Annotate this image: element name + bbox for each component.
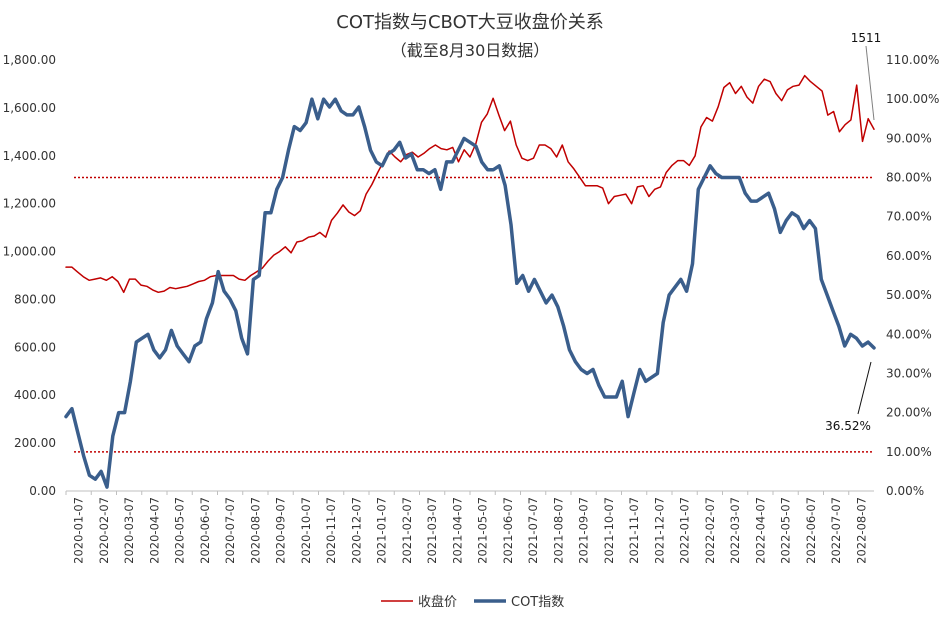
x-tick-label: 2020-04-07 xyxy=(147,497,161,564)
chart-title: COT指数与CBOT大豆收盘价关系 xyxy=(336,12,604,33)
annotation-leader-cot xyxy=(857,361,872,415)
y-right-tick-label: 60.00% xyxy=(886,249,932,263)
x-tick-label: 2021-12-07 xyxy=(652,497,666,564)
y-right-tick-label: 40.00% xyxy=(886,327,932,341)
x-tick-label: 2020-02-07 xyxy=(97,497,111,564)
y-left-tick-label: 1,800.00 xyxy=(3,53,56,67)
y-left-tick-label: 800.00 xyxy=(14,292,56,306)
x-tick-label: 2022-06-07 xyxy=(804,497,818,564)
series-line-cot xyxy=(64,97,876,489)
reference-lines xyxy=(74,176,874,453)
x-tick-label: 2022-08-07 xyxy=(854,497,868,564)
y-left-tick-label: 600.00 xyxy=(14,340,56,354)
legend-label-cot: COT指数 xyxy=(511,595,564,610)
annotation-cot-label: 36.52% xyxy=(825,419,871,433)
x-tick-label: 2020-03-07 xyxy=(122,497,136,564)
legend-label-price: 收盘价 xyxy=(418,594,457,610)
y-right-tick-label: 30.00% xyxy=(886,366,932,380)
y-left-tick-label: 400.00 xyxy=(14,388,56,402)
x-tick-label: 2021-05-07 xyxy=(476,497,490,564)
y-right-tick-label: 110.00% xyxy=(886,53,939,67)
x-tick-label: 2021-04-07 xyxy=(450,497,464,564)
x-tick-label: 2021-11-07 xyxy=(627,497,641,564)
x-tick-label: 2022-07-07 xyxy=(829,497,843,564)
y-left-tick-label: 1,200.00 xyxy=(3,197,56,211)
x-tick-label: 2021-03-07 xyxy=(425,497,439,564)
x-tick-label: 2021-07-07 xyxy=(526,497,540,564)
x-tick-label: 2022-05-07 xyxy=(779,497,793,564)
series-line-price xyxy=(65,74,875,294)
y-right-tick-label: 90.00% xyxy=(886,131,932,145)
x-tick-label: 2020-09-07 xyxy=(274,497,288,564)
y-left-tick-label: 200.00 xyxy=(14,436,56,450)
x-tick-label: 2022-03-07 xyxy=(728,497,742,564)
x-tick-label: 2022-02-07 xyxy=(703,497,717,564)
y-left-tick-label: 0.00 xyxy=(29,484,56,498)
y-left-tick-label: 1,600.00 xyxy=(3,101,56,115)
y-right-tick-label: 80.00% xyxy=(886,171,932,185)
annotation-leader-price xyxy=(865,45,875,121)
x-tick-label: 2021-08-07 xyxy=(551,497,565,564)
y-axis-left: 0.00 200.00 400.00 600.00 800.00 1,000.00 1,20… xyxy=(3,53,56,498)
legend: 收盘价 COT指数 xyxy=(381,594,564,610)
x-tick-label: 2021-10-07 xyxy=(602,497,616,564)
x-axis: 2020-01-07 2020-02-07 2020-03-07 2020-04-07… xyxy=(65,491,868,564)
y-left-tick-label: 1,400.00 xyxy=(3,149,56,163)
y-right-tick-label: 70.00% xyxy=(886,210,932,224)
y-right-tick-label: 100.00% xyxy=(886,92,939,106)
x-tick-label: 2021-09-07 xyxy=(577,497,591,564)
x-tick-label: 2020-08-07 xyxy=(248,497,262,564)
x-tick-label: 2021-06-07 xyxy=(501,497,515,564)
y-axis-right: 0.00% 10.00% 20.00% 30.00% 40.00% 50.00% 60.00… xyxy=(886,53,939,498)
x-tick-label: 2022-04-07 xyxy=(753,497,767,564)
y-right-tick-label: 0.00% xyxy=(886,484,924,498)
x-tick-label: 2020-10-07 xyxy=(299,497,313,564)
x-tick-label: 2020-05-07 xyxy=(173,497,187,564)
x-tick-label: 2020-06-07 xyxy=(198,497,212,564)
x-tick-label: 2022-01-07 xyxy=(678,497,692,564)
annotation-price-label: 1511 xyxy=(851,31,882,45)
chart-subtitle: （截至8月30日数据） xyxy=(391,41,550,60)
y-right-tick-label: 20.00% xyxy=(886,406,932,420)
x-tick-label: 2021-02-07 xyxy=(400,497,414,564)
y-left-tick-label: 1,000.00 xyxy=(3,245,56,259)
y-right-tick-label: 10.00% xyxy=(886,445,932,459)
x-tick-label: 2020-11-07 xyxy=(324,497,338,564)
series-group xyxy=(64,74,876,489)
x-tick-label: 2021-01-07 xyxy=(375,497,389,564)
y-right-tick-label: 50.00% xyxy=(886,288,932,302)
x-tick-label: 2020-07-07 xyxy=(223,497,237,564)
x-tick-label: 2020-01-07 xyxy=(72,497,86,564)
x-tick-label: 2020-12-07 xyxy=(349,497,363,564)
